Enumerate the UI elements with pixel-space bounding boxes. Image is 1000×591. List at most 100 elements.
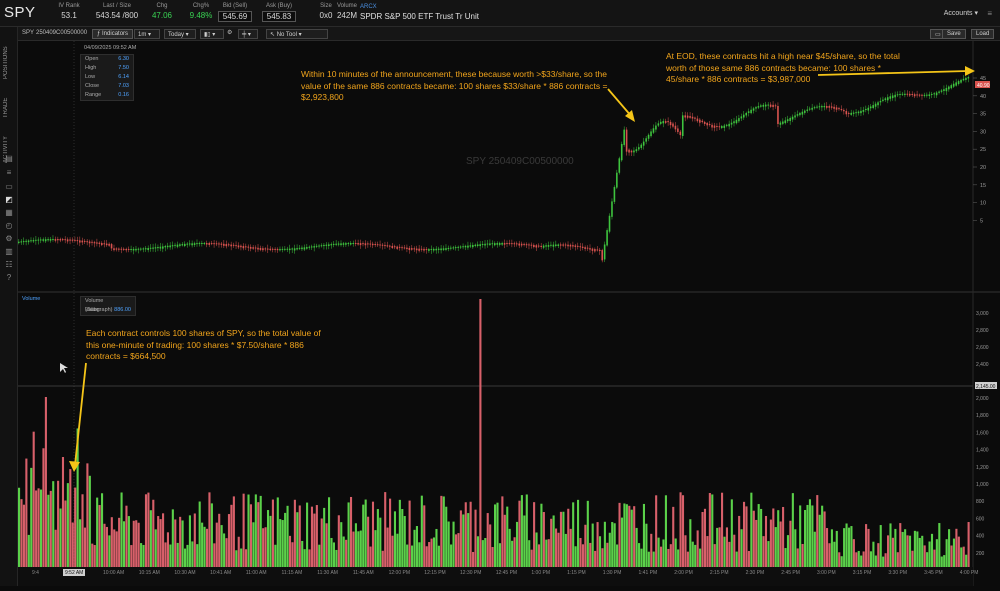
list-icon[interactable]: ≡	[6, 168, 12, 177]
volume-bar	[740, 529, 743, 567]
price-candle	[491, 243, 494, 245]
volume-bar	[847, 527, 851, 567]
time-tick: 12:00 PM	[389, 570, 410, 576]
time-tick: 1:41 PM	[639, 570, 658, 576]
chart-canvas[interactable]: SPY 250409C00500000 04/09/2025 09:52 AM …	[18, 41, 1000, 586]
volume-bar	[96, 497, 99, 567]
interval-select[interactable]: 1m ▾	[134, 29, 160, 39]
chart-symbol[interactable]: SPY	[22, 30, 35, 36]
save-button[interactable]: Save	[942, 29, 966, 39]
volume-bar	[242, 493, 245, 567]
volume-bar	[774, 527, 777, 567]
drawing-select[interactable]: ╪ ▾	[238, 29, 258, 39]
volume-bar	[293, 499, 296, 567]
price-candle	[393, 246, 396, 248]
tab-activity[interactable]: ACTIVITY	[3, 135, 9, 163]
bid[interactable]: Bid (Sell) 545.69	[214, 3, 256, 22]
folder-icon[interactable]: ▭	[5, 182, 13, 191]
settings-icon[interactable]: ⚙	[5, 234, 13, 243]
bid-value[interactable]: 545.69	[217, 11, 253, 22]
chart-style-select[interactable]: ▮▯ ▾	[200, 29, 224, 39]
price-candle	[911, 93, 914, 95]
iv-rank: IV Rank 53.1	[54, 3, 84, 20]
volume-bar	[149, 510, 152, 567]
volume-bar	[235, 550, 238, 567]
people-icon[interactable]: ☷	[5, 260, 13, 269]
volume-bar	[52, 481, 55, 567]
menu-icon[interactable]: ≡	[987, 9, 992, 18]
symbol-title[interactable]: SPY	[4, 4, 36, 21]
chart-contract[interactable]: 250409C00500000	[36, 30, 88, 36]
volume-bar	[340, 522, 343, 567]
price-candle	[633, 150, 635, 153]
chart-settings-icon[interactable]: ⚙	[227, 30, 233, 36]
price-candle	[408, 247, 411, 251]
price-candle	[137, 248, 140, 250]
volume-bar	[169, 544, 172, 567]
chart-area[interactable]: SPY 250409C00500000 04/09/2025 09:52 AM …	[18, 41, 1000, 586]
volume-bar	[591, 523, 594, 567]
price-candle	[281, 248, 284, 250]
volume-bar	[650, 533, 653, 567]
price-candle	[110, 244, 113, 249]
ask[interactable]: Ask (Buy) 545.83	[258, 3, 300, 22]
price-candle	[430, 248, 433, 250]
volume-bar	[647, 551, 650, 567]
price-candle	[437, 248, 440, 250]
volume-bar	[440, 495, 443, 567]
indicators-button[interactable]: ƒ Indicators	[92, 29, 134, 39]
ask-value[interactable]: 545.83	[261, 11, 297, 22]
ohlc-legend: Open 6.30 High 7.50 Low 6.14 Close 7.03 Rang…	[80, 54, 134, 101]
volume-bar	[284, 512, 287, 567]
volume-bar	[264, 527, 267, 567]
volume-bar	[127, 516, 130, 567]
volume-bar	[738, 515, 741, 567]
load-button[interactable]: Load	[971, 29, 995, 39]
price-candle	[406, 247, 408, 250]
price-candle	[799, 112, 801, 116]
volume-bar	[152, 499, 155, 567]
volume-bar	[418, 542, 421, 567]
price-candle	[847, 112, 850, 114]
volume-bar	[337, 515, 340, 567]
bars-icon[interactable]: ▥	[5, 247, 13, 256]
chart-icon[interactable]: ◩	[5, 195, 13, 204]
price-candle	[440, 248, 442, 251]
volume-bar	[122, 521, 126, 567]
tool-select[interactable]: ↖ No Tool ▾	[266, 29, 328, 39]
volume-bar	[887, 535, 890, 567]
volume-bar	[494, 504, 497, 567]
clock-icon[interactable]: ◴	[5, 221, 13, 230]
price-candle	[674, 125, 677, 130]
price-candle	[362, 243, 364, 245]
price-candle	[906, 93, 909, 95]
price-candle	[164, 246, 167, 248]
volume-bar	[218, 513, 221, 567]
range-select[interactable]: Today ▾	[164, 29, 196, 39]
monitor-icon[interactable]: ▤	[5, 154, 13, 163]
volume-bar	[464, 502, 467, 567]
price-candle	[86, 241, 88, 243]
volume-bar	[349, 496, 353, 567]
accounts-dropdown[interactable]: Accounts ▾	[944, 9, 978, 17]
price-candle	[716, 126, 718, 128]
volume-bar	[769, 519, 772, 567]
price-candle	[498, 243, 501, 245]
volume-bar	[640, 548, 643, 567]
price-candle	[506, 243, 508, 245]
volume-bar	[555, 528, 558, 567]
tab-trade[interactable]: TRADE	[3, 97, 9, 119]
tab-positions[interactable]: POSITIONS	[3, 46, 9, 80]
price-candle	[257, 247, 259, 250]
left-sidebar: POSITIONS TRADE ACTIVITY ▤ ≡ ▭ ◩ ▦ ◴ ⚙ ▥…	[0, 27, 18, 586]
help-icon[interactable]: ?	[6, 273, 12, 282]
grid-icon[interactable]: ▦	[5, 208, 13, 217]
price-tick: 45	[980, 76, 986, 82]
volume-bar	[352, 531, 355, 567]
price-candle	[706, 122, 708, 126]
volume-bar	[269, 515, 272, 567]
time-tick: 11:15 AM	[282, 570, 303, 576]
price-candle	[154, 247, 157, 249]
price-candle	[965, 77, 967, 80]
volume-bar	[823, 511, 826, 567]
